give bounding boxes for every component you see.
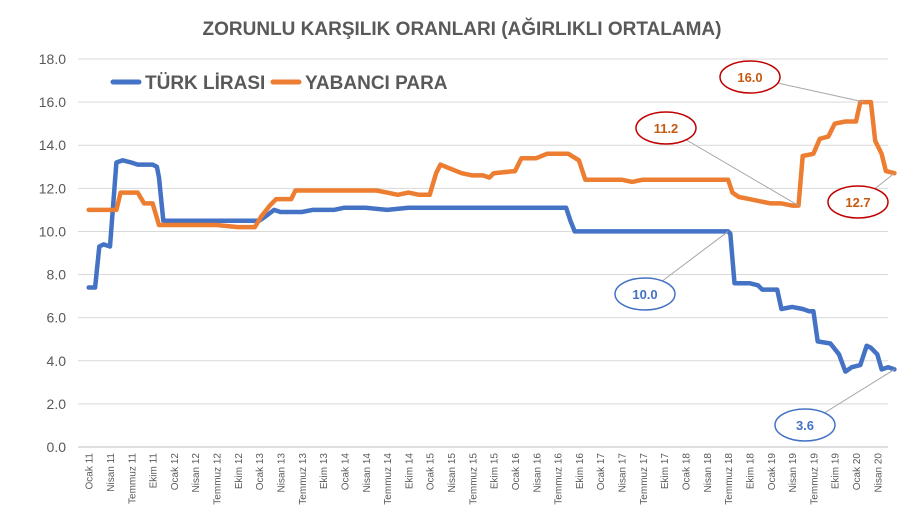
x-tick-label: Ocak 20 xyxy=(852,453,863,491)
x-tick-label: Nisan 18 xyxy=(703,453,714,493)
x-tick-label: Ocak 19 xyxy=(767,453,778,491)
x-tick-label: Temmuz 14 xyxy=(383,453,394,505)
x-tick-label: Temmuz 11 xyxy=(127,453,138,504)
y-tick-label: 2.0 xyxy=(47,396,67,412)
x-tick-label: Ekim 17 xyxy=(660,453,671,490)
callout-bubble xyxy=(614,277,676,311)
x-tick-label: Ocak 16 xyxy=(511,453,522,491)
x-tick-label: Ekim 12 xyxy=(234,453,245,490)
gridlines xyxy=(78,58,888,448)
chart-title: ZORUNLU KARŞILIK ORANLARI (AĞIRLIKLI ORT… xyxy=(203,18,722,40)
x-tick-label: Temmuz 19 xyxy=(809,453,820,505)
x-tick-label: Ocak 11 xyxy=(85,453,96,490)
x-tick-label: Nisan 15 xyxy=(447,453,458,493)
callout-bubble xyxy=(774,408,836,442)
x-tick-label: Ocak 17 xyxy=(596,453,607,491)
y-tick-label: 10.0 xyxy=(39,223,66,239)
x-tick-label: Temmuz 16 xyxy=(554,453,565,505)
legend-label: TÜRK LİRASI xyxy=(145,73,265,94)
x-tick-label: Ekim 13 xyxy=(319,453,330,490)
x-tick-label: Ekim 16 xyxy=(575,453,586,490)
series-line-1 xyxy=(86,99,897,230)
data-label: 16.0 xyxy=(737,70,762,85)
series-lines xyxy=(86,99,897,374)
data-label: 10.0 xyxy=(632,287,657,302)
x-tick-label: Ekim 18 xyxy=(745,453,756,490)
x-tick-label: Nisan 11 xyxy=(106,453,117,492)
y-tick-label: 16.0 xyxy=(39,94,66,110)
x-tick-label: Nisan 13 xyxy=(277,453,288,493)
y-tick-label: 18.0 xyxy=(39,51,66,67)
x-tick-label: Ocak 15 xyxy=(426,453,437,491)
callout-bubble xyxy=(635,111,697,145)
x-axis-ticks: Ocak 11 Nisan 11 Temmuz 11 Ekim 11 Ocak 12 Ni… xyxy=(85,453,885,505)
data-label: 11.2 xyxy=(654,121,679,136)
legend-label: YABANCI PARA xyxy=(305,73,448,94)
y-tick-label: 12.0 xyxy=(39,180,66,196)
y-tick-label: 14.0 xyxy=(39,137,66,153)
x-tick-label: Temmuz 13 xyxy=(298,453,309,505)
y-axis-ticks: 0.0 2.0 4.0 6.0 8.0 10.0 12.0 14.0 16.0 18.0 xyxy=(39,51,66,455)
data-label: 3.6 xyxy=(796,418,814,433)
x-tick-label: Ekim 19 xyxy=(831,453,842,490)
data-label: 12.7 xyxy=(845,195,870,210)
series-line-0 xyxy=(86,158,897,374)
legend: TÜRK LİRASI YABANCI PARA xyxy=(110,73,448,94)
x-tick-label: Temmuz 18 xyxy=(724,453,735,505)
callouts: 10.0 3.6 11.2 16.0 12.7 xyxy=(614,60,895,442)
x-tick-label: Nisan 12 xyxy=(191,453,202,493)
x-tick-label: Nisan 19 xyxy=(788,453,799,493)
y-tick-label: 0.0 xyxy=(47,439,67,455)
y-tick-label: 8.0 xyxy=(47,267,67,283)
x-tick-label: Ocak 14 xyxy=(340,453,351,491)
callout-bubble xyxy=(719,60,781,94)
x-tick-label: Ekim 15 xyxy=(490,453,501,490)
y-tick-label: 4.0 xyxy=(47,353,67,369)
callout-leader xyxy=(665,127,799,207)
x-tick-label: Ekim 11 xyxy=(149,453,160,489)
x-tick-label: Ocak 12 xyxy=(170,453,181,491)
callout-bubble xyxy=(827,185,889,219)
x-tick-label: Nisan 14 xyxy=(362,453,373,493)
x-tick-label: Ocak 13 xyxy=(255,453,266,491)
x-tick-label: Temmuz 17 xyxy=(639,453,650,505)
y-tick-label: 6.0 xyxy=(47,310,67,326)
x-tick-label: Ekim 14 xyxy=(404,453,415,490)
x-tick-label: Nisan 16 xyxy=(532,453,543,493)
x-tick-label: Nisan 20 xyxy=(873,453,884,493)
x-tick-label: Temmuz 15 xyxy=(468,453,479,505)
x-tick-label: Ocak 18 xyxy=(682,453,693,491)
x-tick-label: Nisan 17 xyxy=(618,453,629,493)
x-tick-label: Temmuz 12 xyxy=(213,453,224,505)
